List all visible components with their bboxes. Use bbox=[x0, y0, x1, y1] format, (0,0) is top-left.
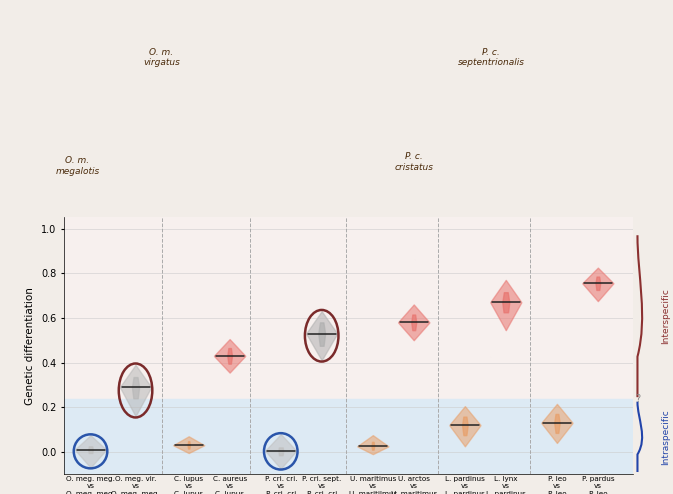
Y-axis label: Genetic differentiation: Genetic differentiation bbox=[26, 287, 36, 405]
Text: Interspecific: Interspecific bbox=[662, 288, 670, 344]
Text: P. c.
septentrionalis: P. c. septentrionalis bbox=[458, 48, 525, 67]
Text: Intraspecific: Intraspecific bbox=[662, 409, 670, 465]
Text: ?: ? bbox=[635, 394, 640, 405]
Bar bbox=[64, 400, 633, 474]
Text: O. m.
megalotis: O. m. megalotis bbox=[55, 157, 100, 176]
Text: O. m.
virgatus: O. m. virgatus bbox=[143, 48, 180, 67]
Text: P. c.
cristatus: P. c. cristatus bbox=[394, 152, 433, 171]
